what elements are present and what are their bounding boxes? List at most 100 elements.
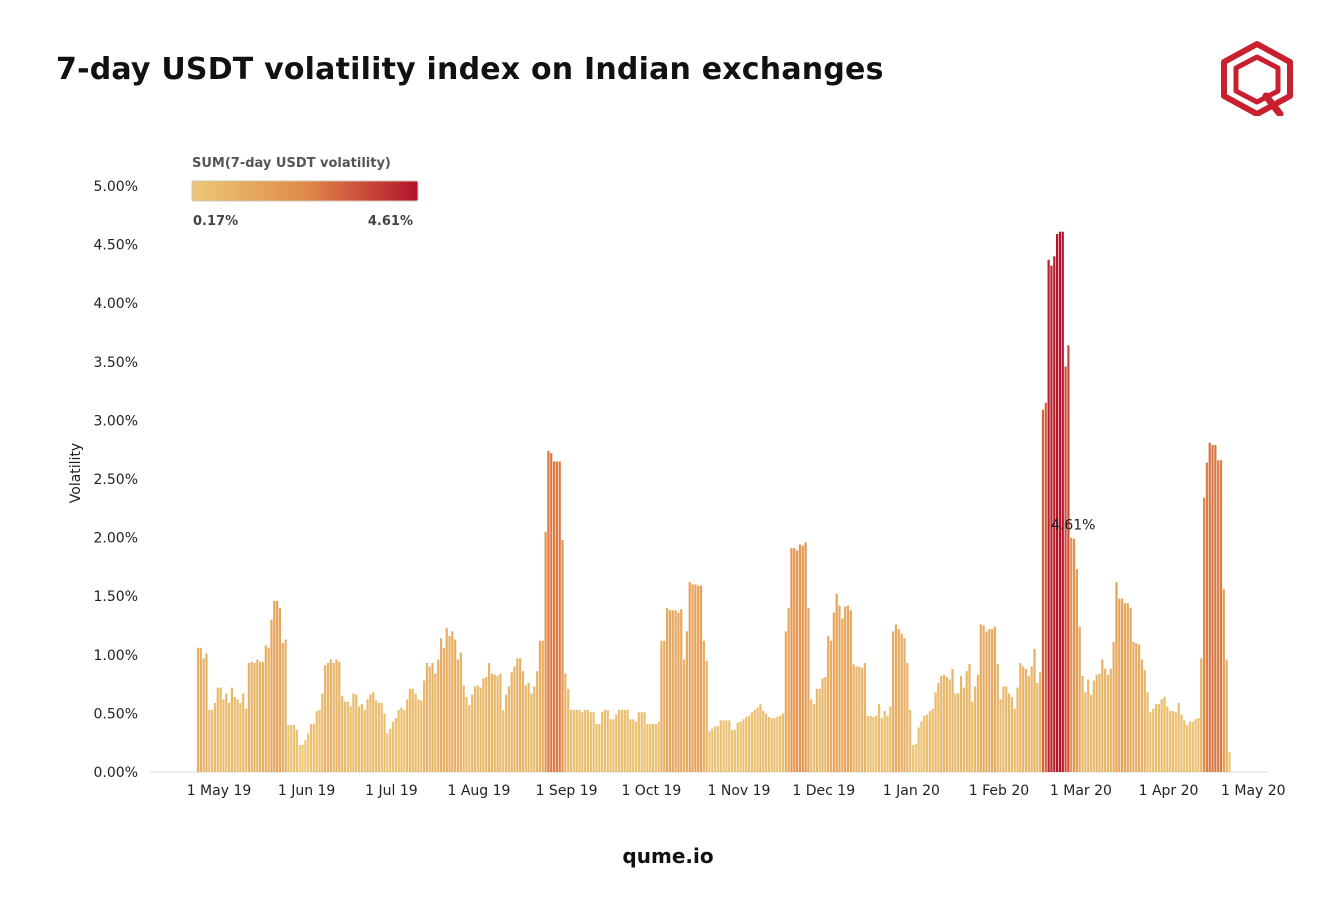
bar <box>504 694 508 772</box>
bar <box>736 722 739 772</box>
bar <box>533 686 536 772</box>
bar <box>982 625 985 772</box>
bar <box>377 702 380 772</box>
bar <box>1039 672 1042 772</box>
bar <box>798 544 802 772</box>
bar <box>324 665 327 772</box>
bar <box>530 693 533 772</box>
bar <box>524 685 527 772</box>
bar <box>965 671 968 772</box>
bar <box>1056 234 1059 773</box>
bar <box>391 721 395 772</box>
bar <box>993 626 997 772</box>
bar <box>1036 682 1039 772</box>
bar <box>926 714 929 772</box>
bar <box>617 709 621 772</box>
bar <box>1211 445 1214 772</box>
bar <box>425 663 429 772</box>
bar <box>1160 699 1163 772</box>
bar <box>711 728 714 772</box>
bar <box>1129 607 1132 772</box>
bar <box>1202 497 1206 772</box>
bar <box>714 726 717 772</box>
bar <box>699 585 703 772</box>
bar <box>793 548 796 772</box>
bar <box>1078 626 1081 772</box>
bar <box>1140 659 1143 772</box>
bar <box>454 639 457 772</box>
bar <box>476 685 479 772</box>
bar <box>1067 345 1070 772</box>
bar <box>629 719 632 772</box>
bar <box>544 531 547 772</box>
bar <box>335 659 338 772</box>
bar <box>928 711 932 772</box>
bar <box>1149 712 1152 772</box>
bar <box>1126 603 1129 772</box>
bar <box>682 659 686 772</box>
bar <box>1143 670 1146 772</box>
bar <box>1002 686 1005 772</box>
bar <box>838 605 841 772</box>
bar <box>776 716 779 772</box>
bar <box>623 709 626 772</box>
bar <box>968 664 971 772</box>
bar <box>886 715 889 772</box>
bar <box>208 709 211 772</box>
bar <box>468 705 471 772</box>
bar <box>666 607 669 772</box>
bar <box>558 461 561 772</box>
bar <box>247 663 250 772</box>
bar <box>747 715 751 772</box>
bar <box>1183 720 1186 772</box>
bar <box>366 699 369 772</box>
bar <box>1146 692 1149 772</box>
bar <box>315 711 318 772</box>
bar <box>979 624 982 772</box>
bar <box>1005 686 1008 772</box>
bar <box>411 688 414 772</box>
bar <box>827 636 830 772</box>
bar <box>606 709 609 772</box>
bar <box>259 661 262 772</box>
bar <box>705 660 708 772</box>
y-tick-label: 4.50% <box>94 238 138 254</box>
bar <box>1064 366 1067 772</box>
x-axis-ticks: 1 May 19 1 Jun 19 1 Jul 19 1 Aug 19 1 Sep 19… <box>187 783 1286 799</box>
bar <box>846 605 850 772</box>
bar <box>1016 687 1019 772</box>
bar <box>948 679 951 772</box>
x-tick-label: 1 Nov 19 <box>708 783 771 799</box>
bar <box>784 631 787 772</box>
bar <box>671 610 674 772</box>
bar <box>954 693 957 772</box>
page-title: 7-day USDT volatility index on Indian ex… <box>56 52 884 87</box>
bar <box>1101 659 1104 772</box>
bar <box>725 720 728 772</box>
bar <box>1024 668 1028 772</box>
bar <box>564 673 567 772</box>
bar <box>996 664 999 772</box>
x-tick-label: 1 Mar 20 <box>1050 783 1112 799</box>
bar <box>227 702 231 772</box>
bar <box>835 593 838 772</box>
bar <box>451 631 454 772</box>
x-tick-label: 1 Jul 19 <box>365 783 418 799</box>
bar <box>767 716 770 772</box>
bar <box>1013 708 1016 772</box>
bar <box>397 709 400 772</box>
bar <box>236 699 239 772</box>
bar <box>513 666 516 772</box>
bar <box>487 663 491 772</box>
bar <box>691 584 694 772</box>
y-tick-label: 3.50% <box>94 355 138 371</box>
bar <box>951 668 954 772</box>
bar <box>352 693 355 772</box>
bar <box>1081 675 1084 772</box>
bar <box>920 721 923 772</box>
bar <box>1191 721 1194 772</box>
bar <box>459 652 462 772</box>
bar <box>473 686 477 772</box>
bar <box>668 610 672 772</box>
bar <box>326 663 330 772</box>
